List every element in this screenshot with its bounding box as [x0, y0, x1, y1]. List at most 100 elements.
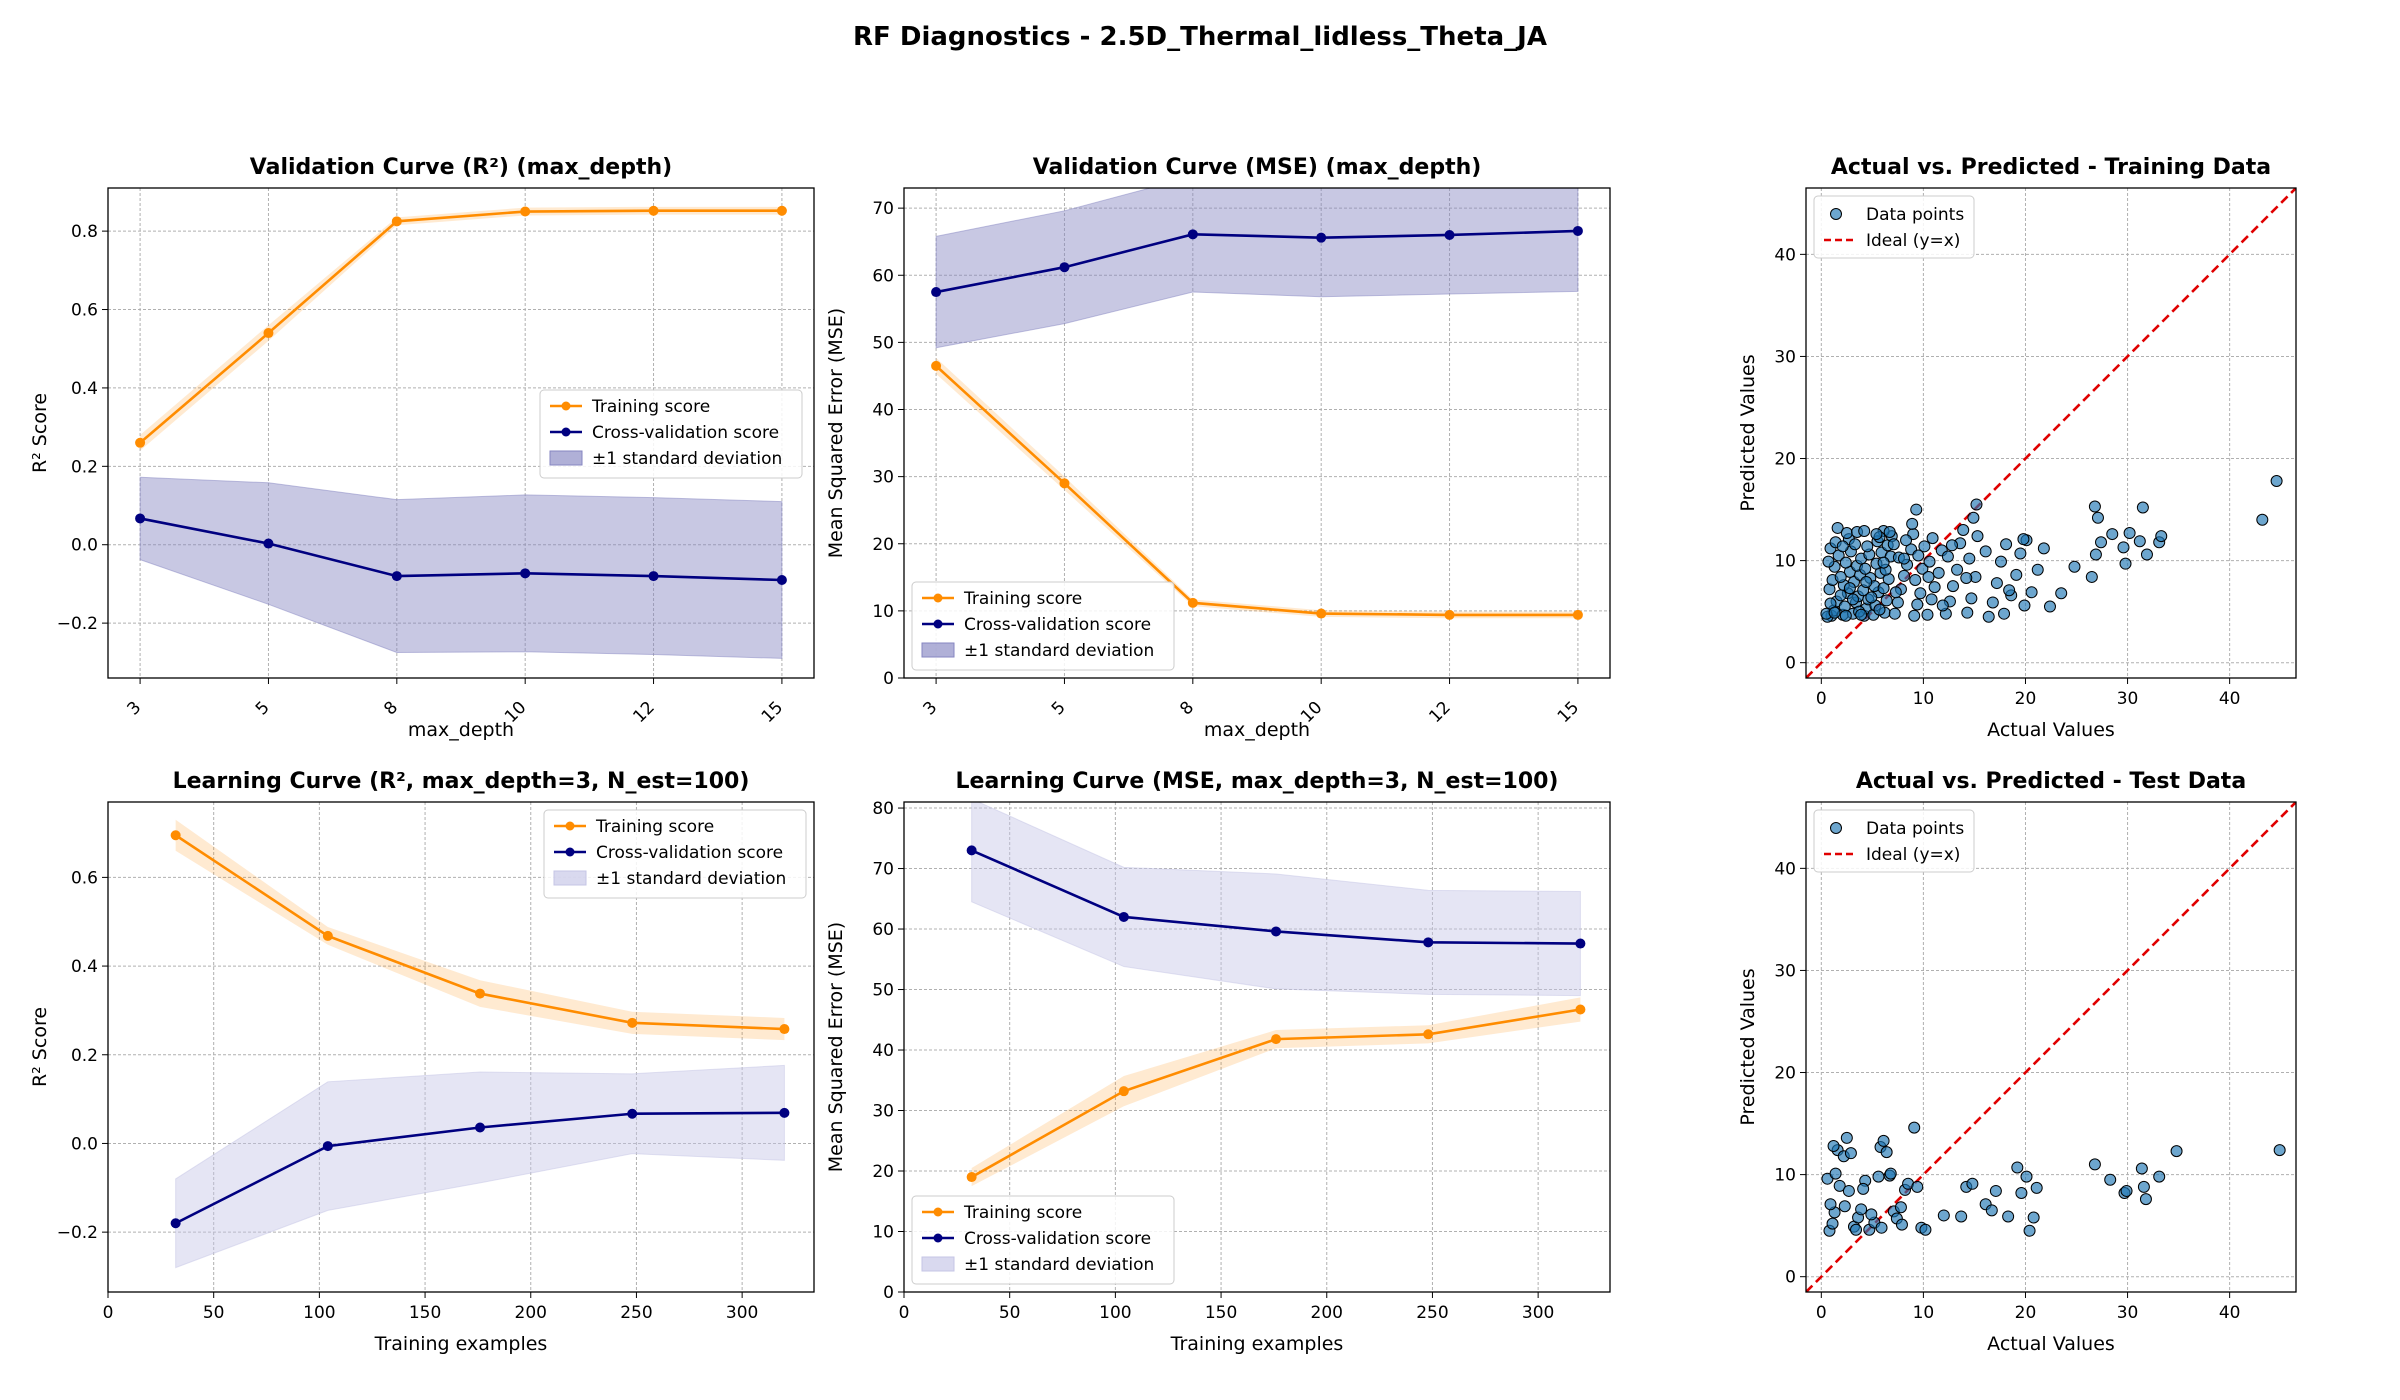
y-tick-label: 40 — [1774, 245, 1796, 265]
cv-score-point — [648, 571, 659, 582]
data-point — [2137, 1180, 2150, 1193]
data-point — [1919, 1223, 1932, 1236]
data-point — [1986, 596, 1999, 609]
legend-cv-score: Cross-validation score — [922, 615, 1151, 635]
data-point — [2117, 541, 2130, 554]
y-tick-label: 20 — [872, 1162, 894, 1182]
data-point — [1877, 582, 1890, 595]
data-point — [2030, 1181, 2043, 1194]
y-tick-label: 0.4 — [71, 957, 98, 977]
x-tick-label: 30 — [2117, 1303, 2139, 1323]
legend: Data points Ideal (y=x) — [1813, 195, 1975, 259]
y-tick-label: −0.2 — [57, 614, 98, 634]
data-point — [2003, 584, 2016, 597]
legend-label: Training score — [591, 397, 710, 417]
data-point — [1891, 596, 1904, 609]
x-tick-label: 250 — [620, 1303, 652, 1323]
data-point — [2135, 1162, 2148, 1175]
y-tick-label: 0.2 — [71, 457, 98, 477]
y-tick-label: 60 — [872, 266, 894, 286]
cv-score-point — [1423, 937, 1434, 948]
data-point — [1906, 517, 1919, 530]
data-point — [2140, 548, 2153, 561]
data-point — [1970, 498, 1983, 511]
legend-label: Cross-validation score — [592, 423, 779, 443]
y-axis-label: Mean Squared Error (MSE) — [825, 308, 847, 558]
y-tick-label: 0 — [883, 1283, 894, 1303]
cv-score-point — [1271, 926, 1282, 937]
data-point — [2139, 1193, 2152, 1206]
data-point — [1894, 1201, 1907, 1214]
cv-score-point — [520, 568, 531, 579]
cv-score-point — [322, 1141, 333, 1152]
legend-marker-swatch — [933, 1233, 943, 1243]
y-tick-label: 20 — [872, 535, 894, 555]
legend-label: Data points — [1866, 205, 1964, 225]
data-point — [2123, 527, 2136, 540]
axes-frame — [1805, 801, 2297, 1293]
y-tick-label: 0 — [1785, 1268, 1796, 1288]
grid — [904, 188, 1610, 679]
data-point — [1880, 1146, 1893, 1159]
data-point — [2089, 548, 2102, 561]
data-point — [1870, 528, 1883, 541]
axes-frame — [903, 187, 1611, 679]
legend-ideal-line: Ideal (y=x) — [1824, 845, 1960, 865]
y-tick-label: 70 — [872, 860, 894, 880]
data-point — [2155, 530, 2168, 543]
data-point — [2153, 1170, 2166, 1183]
data-point — [2011, 1161, 2024, 1174]
y-tick-label: 60 — [872, 920, 894, 940]
x-tick-label: 250 — [1416, 1303, 1448, 1323]
data-point — [1979, 545, 1992, 558]
legend: Data points Ideal (y=x) — [1813, 809, 1975, 873]
data-point — [1916, 562, 1929, 575]
x-tick-label: 12 — [629, 698, 658, 727]
data-point — [1857, 1182, 1870, 1195]
data-point — [1912, 549, 1925, 562]
data-point — [2256, 513, 2269, 526]
data-point — [1990, 577, 2003, 590]
data-point — [2170, 1145, 2183, 1158]
data-point — [2020, 1170, 2033, 1183]
data-point — [1967, 511, 1980, 524]
x-tick-label: 5 — [1048, 698, 1070, 720]
y-tick-label: 50 — [872, 333, 894, 353]
data-point — [2002, 1210, 2015, 1223]
data-point — [1834, 589, 1847, 602]
legend-band-swatch — [553, 870, 587, 886]
training-std-band — [971, 997, 1581, 1187]
data-point — [2018, 599, 2031, 612]
data-point — [1898, 569, 1910, 582]
data-point — [1849, 538, 1861, 551]
legend-std-band: ±1 standard deviation — [921, 641, 1154, 661]
y-tick-label: 0.8 — [71, 222, 98, 242]
plot-area — [931, 188, 1583, 620]
data-point — [1855, 608, 1868, 621]
x-axis-label: max_depth — [1204, 719, 1310, 741]
legend-training-score: Training score — [922, 589, 1082, 609]
data-point — [1883, 526, 1896, 539]
legend-marker-swatch — [561, 427, 571, 437]
training-score-point — [1187, 597, 1198, 608]
y-tick-label: 20 — [1774, 450, 1796, 470]
legend-cv-score: Cross-validation score — [554, 843, 783, 863]
cv-score-point — [1187, 229, 1198, 240]
data-point — [2014, 547, 2027, 560]
y-tick-label: 0.6 — [71, 301, 98, 321]
data-point — [1955, 1210, 1968, 1223]
training-score-line — [935, 364, 1578, 617]
data-point — [1908, 609, 1921, 622]
learning-curve-r2-panel: Learning Curve (R², max_depth=3, N_est=1… — [29, 769, 815, 1355]
legend-label: Training score — [595, 817, 714, 837]
y-tick-label: 0.2 — [71, 1046, 98, 1066]
data-point — [1889, 586, 1902, 599]
x-tick-label: 40 — [2219, 1303, 2241, 1323]
plot-area — [966, 802, 1586, 1187]
data-point — [1918, 540, 1931, 553]
cv-score-point — [170, 1218, 181, 1229]
training-score-point — [263, 328, 274, 339]
x-tick-label: 5 — [252, 698, 274, 720]
data-point — [1925, 593, 1938, 606]
data-point — [1888, 607, 1901, 620]
